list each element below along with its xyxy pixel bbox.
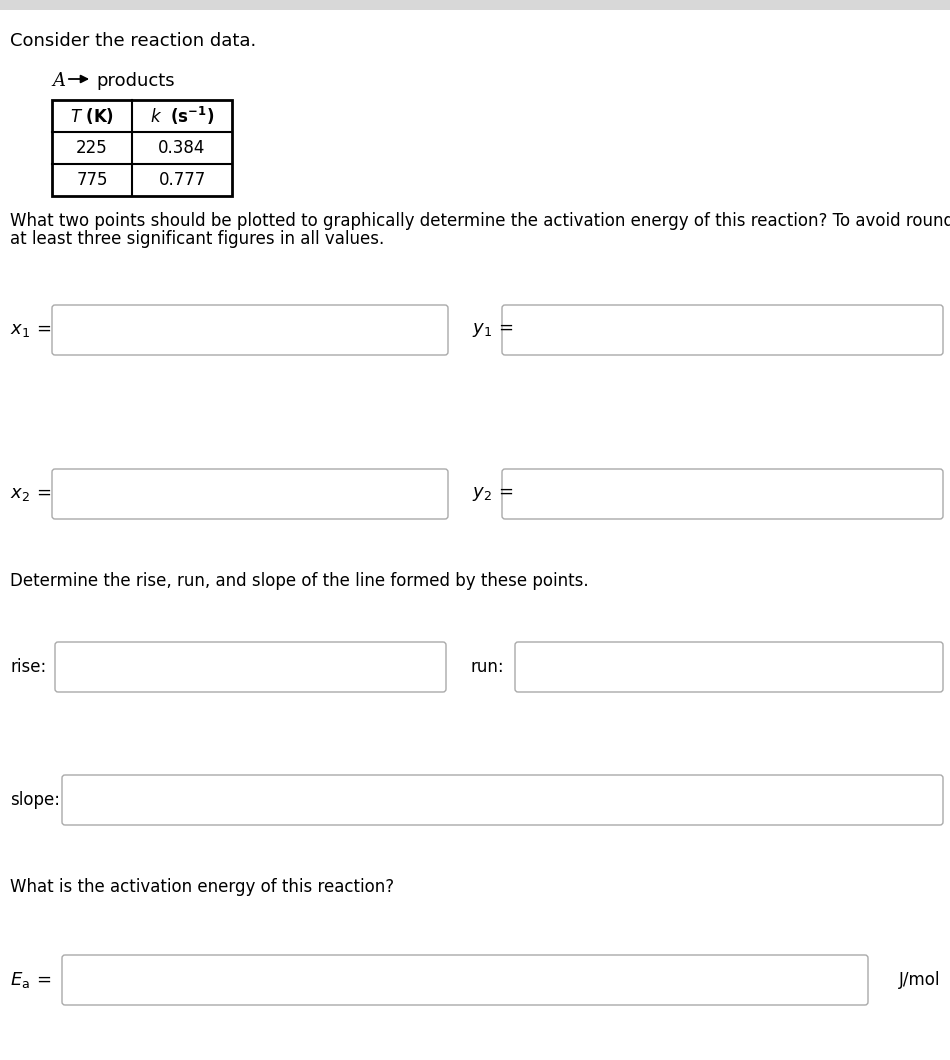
Text: 775: 775 <box>76 171 107 189</box>
FancyBboxPatch shape <box>55 642 446 692</box>
Text: at least three significant figures in all values.: at least three significant figures in al… <box>10 230 384 248</box>
FancyBboxPatch shape <box>52 469 448 519</box>
FancyBboxPatch shape <box>62 775 943 825</box>
Text: $x_2\,=$: $x_2\,=$ <box>10 485 51 504</box>
Text: What is the activation energy of this reaction?: What is the activation energy of this re… <box>10 878 394 896</box>
Text: 225: 225 <box>76 139 108 157</box>
FancyBboxPatch shape <box>62 955 868 1005</box>
Text: $\mathit{T}$ $\mathbf{(K)}$: $\mathit{T}$ $\mathbf{(K)}$ <box>70 106 114 126</box>
FancyBboxPatch shape <box>515 642 943 692</box>
Text: Consider the reaction data.: Consider the reaction data. <box>10 32 256 50</box>
FancyBboxPatch shape <box>52 305 448 355</box>
Text: What two points should be plotted to graphically determine the activation energy: What two points should be plotted to gra… <box>10 212 950 230</box>
Text: 0.384: 0.384 <box>159 139 206 157</box>
Text: $y_1\,=$: $y_1\,=$ <box>472 321 513 339</box>
Bar <box>0 0 950 10</box>
Text: slope:: slope: <box>10 791 60 809</box>
Text: products: products <box>96 72 175 90</box>
Text: $E_{\mathrm{a}}\,=$: $E_{\mathrm{a}}\,=$ <box>10 970 51 990</box>
Text: $y_2\,=$: $y_2\,=$ <box>472 485 513 504</box>
Text: J/mol: J/mol <box>899 971 940 989</box>
Text: run:: run: <box>470 658 504 676</box>
Text: Determine the rise, run, and slope of the line formed by these points.: Determine the rise, run, and slope of th… <box>10 572 589 590</box>
Bar <box>52 100 232 196</box>
Text: rise:: rise: <box>10 658 47 676</box>
Text: 0.777: 0.777 <box>159 171 205 189</box>
FancyBboxPatch shape <box>502 469 943 519</box>
Text: A: A <box>52 72 65 90</box>
Text: $\mathit{k}$  $\mathbf{(s^{-1})}$: $\mathit{k}$ $\mathbf{(s^{-1})}$ <box>150 105 214 127</box>
Text: $x_1\,=$: $x_1\,=$ <box>10 321 51 339</box>
FancyBboxPatch shape <box>502 305 943 355</box>
